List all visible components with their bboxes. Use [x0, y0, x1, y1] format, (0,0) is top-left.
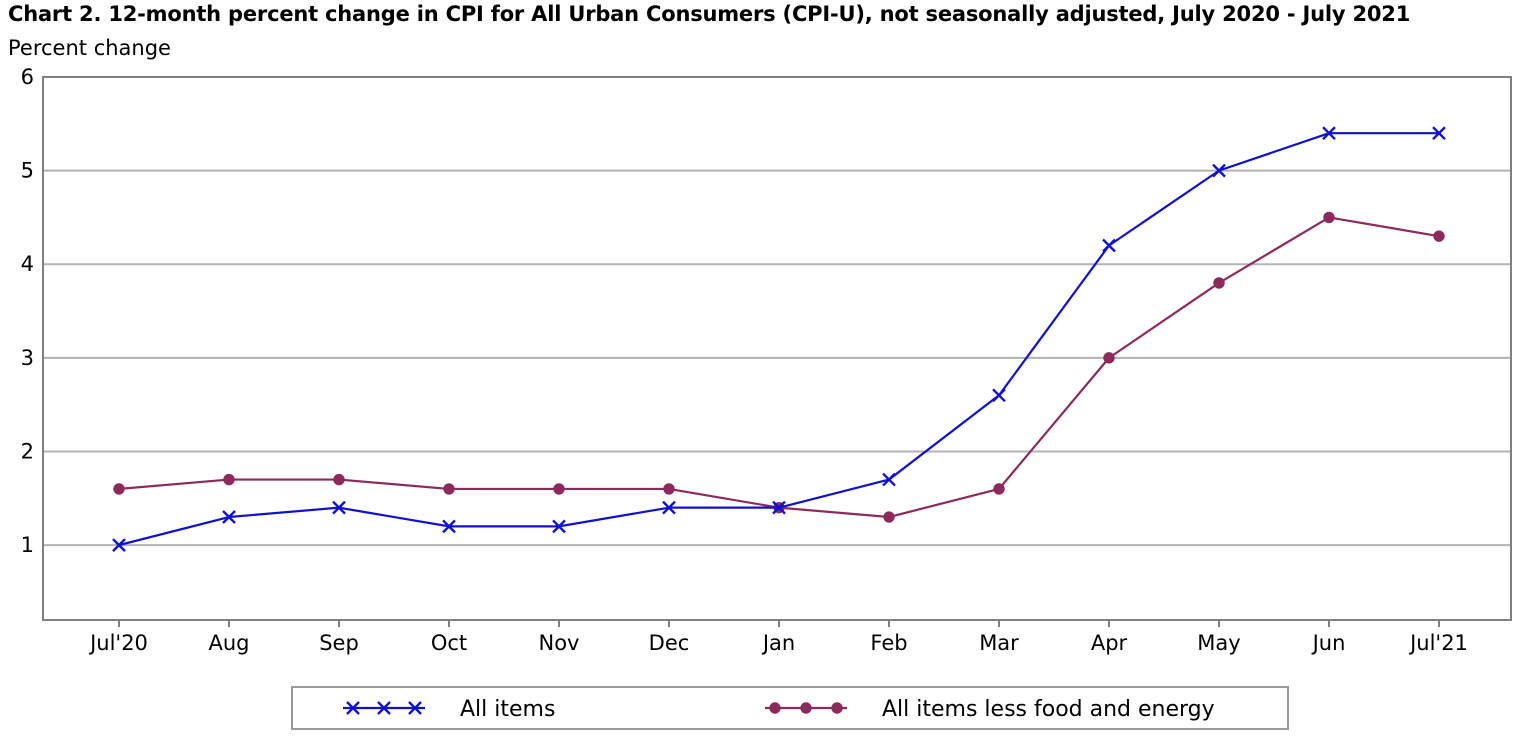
legend-label: All items	[460, 697, 555, 722]
data-point	[223, 473, 235, 486]
data-point	[769, 702, 781, 714]
x-tick-label: Feb	[870, 631, 907, 655]
data-point	[443, 483, 455, 495]
series-line	[118, 216, 1440, 519]
data-point	[772, 500, 786, 515]
x-tick-label: Nov	[539, 631, 580, 655]
data-point	[377, 701, 391, 715]
data-point	[346, 701, 360, 715]
y-tick-label: 2	[21, 439, 34, 463]
x-tick-label: Oct	[431, 631, 467, 655]
data-point	[112, 538, 126, 552]
y-axis-label: Percent change	[8, 36, 171, 60]
x-tick-label: Jul'20	[88, 631, 148, 655]
data-point	[222, 510, 236, 524]
data-point	[1323, 211, 1335, 224]
x-tick-label: Jul'21	[1408, 631, 1468, 655]
legend-item: All items less food and energy	[765, 697, 1215, 722]
data-point	[442, 519, 456, 534]
gridlines	[43, 169, 1511, 547]
plot-area-frame	[42, 76, 1512, 621]
data-point	[1103, 352, 1115, 364]
x-tick-label: Dec	[649, 631, 690, 655]
data-point	[800, 702, 812, 714]
y-tick-label: 6	[21, 65, 34, 89]
data-point	[883, 511, 895, 523]
data-point	[408, 701, 422, 715]
x-tick-label: Jan	[761, 631, 795, 655]
legend-item: All items	[343, 697, 555, 722]
x-tick-label: May	[1197, 631, 1240, 655]
x-tick-label: Mar	[979, 631, 1019, 655]
data-point	[992, 388, 1006, 403]
y-tick-label: 1	[21, 533, 34, 557]
data-point	[993, 483, 1005, 495]
legend: All items All items less food and energy	[291, 686, 1289, 730]
x-tick-label: Apr	[1091, 631, 1128, 655]
data-point	[332, 500, 346, 515]
data-point	[1212, 163, 1226, 178]
data-point	[333, 473, 345, 486]
legend-label: All items less food and energy	[882, 697, 1215, 722]
data-point	[662, 500, 676, 515]
data-point	[831, 702, 843, 714]
data-point	[1102, 238, 1116, 253]
series-line	[118, 132, 1439, 547]
y-tick-label: 5	[21, 159, 34, 183]
data-point	[1213, 277, 1225, 289]
x-tick-label: Sep	[319, 631, 359, 655]
x-axis: Jul'20 Aug Sep Oct Nov Dec Jan Feb Mar Apr May Jun J…	[88, 620, 1468, 655]
x-tick-label: Jun	[1311, 631, 1346, 655]
data-point	[113, 483, 125, 495]
y-axis: 1 2 3 4 5 6	[21, 65, 34, 557]
data-point	[553, 483, 565, 495]
series-2	[113, 211, 1445, 523]
series	[112, 126, 1446, 552]
data-point	[552, 519, 566, 534]
data-point	[882, 472, 896, 487]
y-tick-label: 3	[21, 346, 34, 370]
data-point	[663, 483, 675, 495]
x-tick-label: Aug	[208, 631, 249, 655]
data-point	[1433, 230, 1445, 242]
data-point	[1322, 126, 1336, 141]
y-tick-label: 4	[21, 252, 34, 276]
data-point	[1432, 126, 1446, 141]
chart-title: Chart 2. 12-month percent change in CPI …	[8, 2, 1411, 26]
series-1	[112, 126, 1446, 552]
